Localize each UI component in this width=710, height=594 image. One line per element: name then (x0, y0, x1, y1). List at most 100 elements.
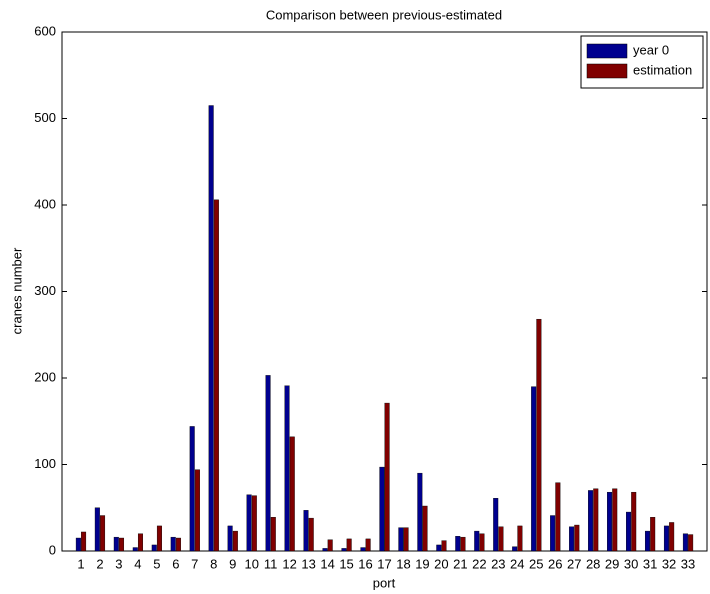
x-axis-label: port (373, 575, 396, 590)
legend-swatch (586, 63, 628, 79)
bar (663, 525, 669, 552)
bar (650, 517, 656, 552)
bar (474, 530, 480, 552)
bar (346, 538, 352, 552)
bar (75, 537, 81, 552)
bar (379, 466, 385, 552)
bar (422, 505, 428, 552)
bar (189, 426, 195, 552)
x-tick-label: 3 (115, 556, 122, 571)
bar (574, 524, 580, 552)
legend-swatch (586, 43, 628, 59)
bar (246, 494, 252, 552)
bar (94, 507, 100, 552)
bar (384, 402, 390, 552)
x-tick-label: 10 (244, 556, 258, 571)
x-tick-label: 31 (643, 556, 657, 571)
x-tick-label: 5 (153, 556, 160, 571)
bar (308, 517, 314, 552)
y-tick-label: 400 (34, 196, 56, 211)
bar (607, 491, 613, 552)
plot-box (61, 31, 708, 552)
y-tick-label: 200 (34, 369, 56, 384)
bar (137, 533, 143, 552)
bar (569, 526, 575, 552)
bar (436, 544, 442, 552)
bar (81, 531, 87, 552)
bar (403, 527, 409, 552)
bar (265, 375, 271, 552)
bar (208, 105, 214, 552)
bar (555, 482, 561, 552)
bar (398, 527, 404, 552)
bar (100, 515, 106, 552)
bar (593, 488, 599, 552)
x-tick-label: 30 (624, 556, 638, 571)
x-tick-label: 25 (529, 556, 543, 571)
bar (113, 536, 119, 552)
x-tick-label: 21 (453, 556, 467, 571)
bar (327, 539, 333, 552)
bar (119, 537, 125, 552)
x-tick-label: 9 (229, 556, 236, 571)
bar (441, 540, 447, 552)
legend-label: year 0 (633, 42, 669, 57)
bar (303, 510, 309, 552)
bar (512, 546, 518, 552)
bar (517, 525, 523, 552)
bar (455, 536, 461, 552)
y-tick-label: 500 (34, 110, 56, 125)
legend-label: estimation (633, 62, 692, 77)
x-tick-label: 26 (548, 556, 562, 571)
y-tick-label: 100 (34, 456, 56, 471)
x-tick-label: 24 (510, 556, 524, 571)
y-tick-label: 300 (34, 283, 56, 298)
bar (232, 530, 238, 552)
x-tick-label: 8 (210, 556, 217, 571)
bar (251, 495, 257, 552)
x-tick-label: 19 (415, 556, 429, 571)
bar (417, 472, 423, 552)
x-tick-label: 6 (172, 556, 179, 571)
bar (270, 517, 276, 552)
x-tick-label: 4 (134, 556, 141, 571)
x-tick-label: 28 (586, 556, 600, 571)
x-tick-label: 23 (491, 556, 505, 571)
bar (284, 385, 290, 552)
x-tick-label: 27 (567, 556, 581, 571)
bar (170, 536, 176, 552)
x-tick-label: 33 (681, 556, 695, 571)
y-tick-label: 600 (34, 23, 56, 38)
x-tick-label: 17 (377, 556, 391, 571)
x-tick-label: 32 (662, 556, 676, 571)
bar (341, 548, 347, 552)
x-tick-label: 1 (77, 556, 84, 571)
x-tick-label: 16 (358, 556, 372, 571)
bar (151, 544, 157, 552)
x-tick-label: 12 (282, 556, 296, 571)
y-axis-label: cranes number (9, 247, 24, 334)
chart-title: Comparison between previous-estimated (266, 7, 502, 22)
bar (132, 547, 138, 552)
bar (612, 488, 618, 552)
x-tick-label: 22 (472, 556, 486, 571)
bar (669, 522, 675, 552)
x-tick-label: 11 (264, 556, 278, 571)
x-tick-label: 18 (396, 556, 410, 571)
x-tick-label: 2 (96, 556, 103, 571)
x-tick-label: 13 (301, 556, 315, 571)
bar (289, 436, 295, 552)
x-tick-label: 7 (191, 556, 198, 571)
bar (626, 511, 632, 552)
bar (493, 498, 499, 552)
bar (365, 538, 371, 552)
bar (536, 318, 542, 552)
x-tick-label: 14 (320, 556, 334, 571)
bar (682, 533, 688, 552)
bar (631, 491, 637, 552)
bar (644, 530, 650, 552)
bar (688, 534, 694, 552)
x-tick-label: 29 (605, 556, 619, 571)
legend-box (580, 35, 704, 89)
